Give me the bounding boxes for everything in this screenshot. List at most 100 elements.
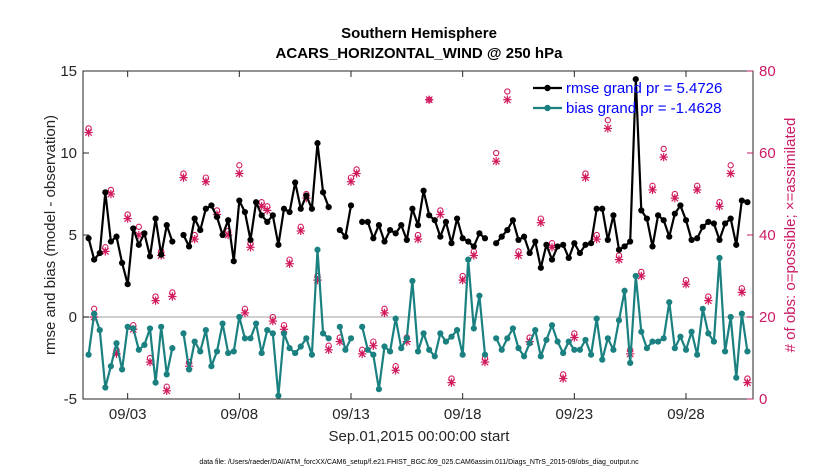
obs-assimilated-marker	[570, 333, 579, 342]
bias-point	[409, 277, 416, 285]
bias-point	[666, 299, 673, 306]
rmse-point	[107, 238, 115, 245]
obs-assimilated-marker	[369, 341, 378, 350]
bias-point	[420, 330, 427, 337]
rmse-point	[426, 212, 433, 219]
rmse-point	[565, 254, 572, 262]
legend-bias-label: bias grand pr = -1.4628	[566, 100, 722, 117]
rmse-point	[403, 236, 410, 244]
rmse-point	[727, 215, 734, 222]
bias-point	[437, 330, 444, 337]
bias-point	[481, 351, 489, 358]
y-right-tick-label: 40	[759, 227, 776, 244]
obs-assimilated-marker	[737, 288, 746, 297]
bias-point	[509, 325, 517, 332]
bias-point	[314, 246, 321, 253]
rmse-point	[576, 249, 584, 257]
obs-assimilated-marker	[458, 275, 467, 285]
obs-assimilated-marker	[659, 152, 668, 162]
obs-assimilated-marker	[413, 234, 423, 244]
bias-point	[102, 384, 109, 391]
obs-assimilated-marker	[559, 374, 568, 383]
rmse-point	[649, 243, 656, 250]
bias-point	[247, 335, 254, 342]
obs-assimilated-marker	[106, 189, 116, 199]
rmse-point	[347, 202, 355, 209]
rmse-point	[627, 238, 634, 245]
obs-assimilated-marker	[492, 157, 501, 166]
bias-point	[107, 363, 115, 370]
obs-assimilated-marker	[240, 308, 250, 318]
bias-point	[146, 325, 154, 332]
bias-point	[230, 348, 237, 355]
rmse-point	[113, 233, 120, 240]
bias-point	[649, 338, 656, 345]
rmse-point	[202, 205, 209, 212]
x-tick-label: 09/18	[444, 406, 482, 423]
rmse-point	[509, 217, 517, 224]
bias-point	[202, 327, 209, 334]
obs-assimilated-marker	[726, 169, 735, 178]
rmse-point	[213, 213, 221, 221]
obs-assimilated-marker	[268, 316, 277, 326]
rmse-point	[582, 241, 589, 248]
bias-point	[738, 310, 745, 317]
rmse-point	[197, 226, 204, 234]
data-file-footnote: data file: /Users/raeder/DAI/ATM_forcXX/…	[199, 459, 639, 466]
bias-point	[169, 345, 176, 352]
bias-point	[303, 335, 310, 342]
bias-point	[113, 340, 120, 347]
rmse-point	[169, 238, 176, 245]
rmse-point	[710, 220, 718, 227]
rmse-point	[219, 231, 226, 239]
obs-assimilated-marker	[436, 210, 445, 219]
bias-point	[465, 256, 472, 263]
obs-assimilated-marker	[715, 202, 724, 211]
bias-point	[515, 345, 522, 352]
bias-point	[476, 292, 483, 299]
rmse-point	[275, 241, 282, 248]
rmse-point	[375, 222, 383, 229]
rmse-point	[604, 236, 611, 244]
x-tick-label: 09/13	[332, 406, 370, 423]
rmse-point	[146, 253, 154, 260]
obs-assimilated-marker	[469, 251, 478, 260]
rmse-point	[593, 205, 600, 212]
rmse-point	[286, 208, 293, 216]
rmse-point	[85, 235, 92, 242]
rmse-point	[381, 238, 388, 245]
bias-point	[398, 345, 405, 352]
bias-point	[118, 366, 126, 373]
rmse-point	[437, 233, 444, 240]
obs-assimilated-marker	[536, 218, 545, 227]
rmse-point	[191, 215, 198, 222]
bias-point	[219, 320, 226, 327]
rmse-point	[671, 210, 678, 217]
rmse-point	[135, 241, 142, 248]
bias-point	[386, 348, 394, 355]
obs-assimilated-marker	[123, 214, 132, 223]
obs-assimilated-marker	[480, 357, 490, 367]
y-tick-label: 15	[60, 63, 77, 80]
rmse-point	[398, 222, 405, 229]
rmse-point	[459, 235, 466, 242]
rmse-point	[705, 218, 712, 225]
y-right-tick-label: 20	[759, 309, 776, 326]
obs-assimilated-marker	[581, 173, 590, 182]
bias-point	[660, 335, 667, 342]
rmse-point	[208, 202, 215, 209]
bias-point	[336, 323, 343, 330]
bias-point	[264, 327, 271, 334]
bias-point	[130, 325, 137, 332]
bias-point	[392, 315, 399, 322]
bias-point	[576, 346, 584, 353]
rmse-point	[91, 256, 98, 263]
bias-point	[124, 323, 131, 330]
bias-point	[308, 351, 316, 358]
rmse-point	[587, 240, 595, 247]
obs-possible-marker	[236, 162, 243, 169]
bias-point	[671, 345, 678, 352]
bias-point	[548, 322, 556, 329]
obs-assimilated-marker	[201, 177, 210, 186]
bias-point	[587, 351, 595, 358]
